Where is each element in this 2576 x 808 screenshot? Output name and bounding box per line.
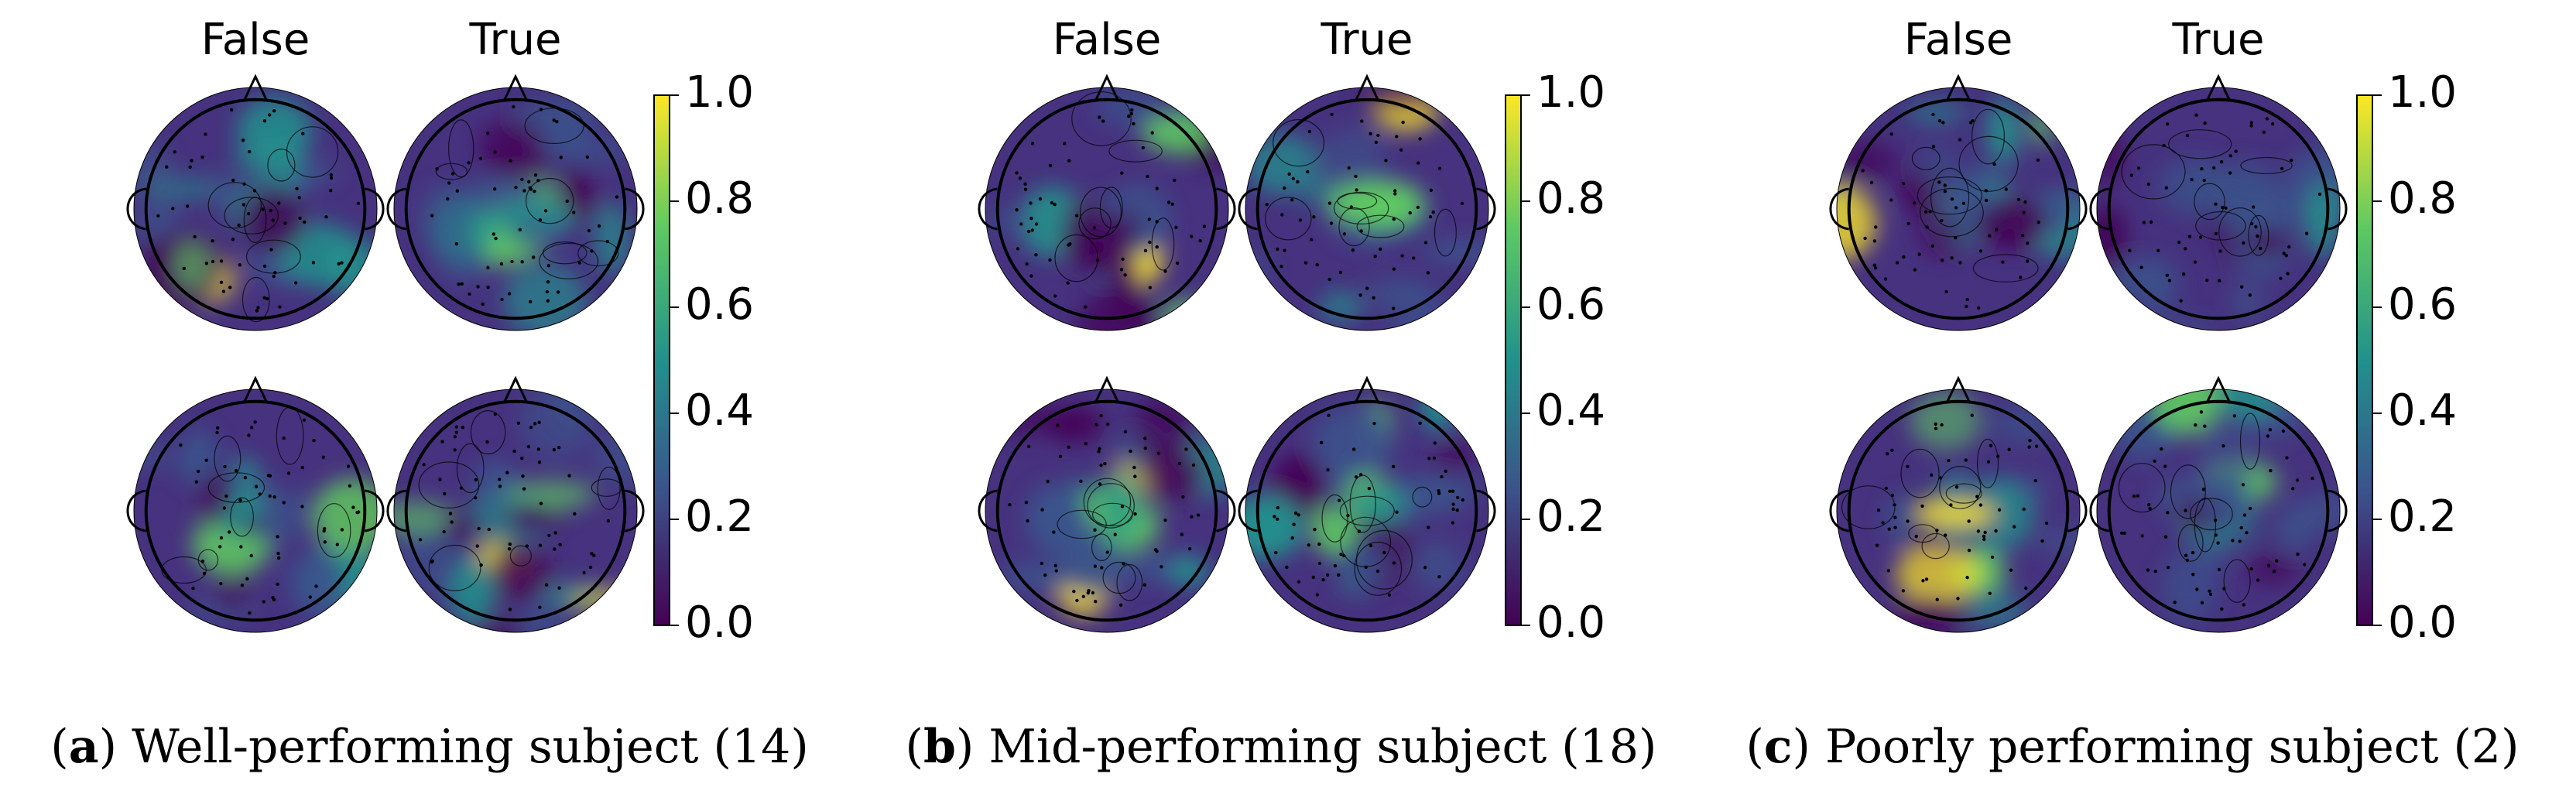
colorbar-tick-label: 0.2 <box>1536 491 1605 542</box>
colorbar-tick-label: 0.4 <box>685 385 754 436</box>
panel-b-figure: False True 0.0 0.2 0.4 0.6 0.8 1.0 <box>978 15 1605 648</box>
topomap-row1-true <box>386 74 645 331</box>
colorbar-tick-label: 0.8 <box>2388 173 2457 224</box>
panel-c-figure: False True 0.0 0.2 0.4 0.6 0.8 1.0 <box>1829 15 2457 648</box>
panel-b: False True 0.0 0.2 0.4 0.6 0.8 1.0 (b) Mid-pe… <box>851 0 1711 808</box>
colorbar-tick-label: 0.6 <box>685 279 754 330</box>
topomap-row1-false <box>126 74 385 331</box>
colorbar-ticks: 0.0 0.2 0.4 0.6 0.8 1.0 <box>1521 67 1605 648</box>
topomap-row1-true <box>2089 74 2348 331</box>
topomap-row2-true <box>2089 375 2348 633</box>
topomap-row1-false <box>1829 74 2088 331</box>
topomap-row1-false <box>978 74 1236 331</box>
colorbar-tick-label: 0.2 <box>2388 491 2457 542</box>
colorbar-tick-label: 0.8 <box>1536 173 1605 224</box>
panel-c: False True 0.0 0.2 0.4 0.6 0.8 1.0 (c) Poorly… <box>1703 0 2562 808</box>
topomap-row2-true <box>386 375 645 633</box>
panel-a-caption: (a) Well-performing subject (14) <box>50 720 809 774</box>
col-title-true: True <box>1321 15 1413 65</box>
topomap-row2-true <box>1238 375 1496 633</box>
colorbar-tick-label: 0.4 <box>2388 385 2457 436</box>
col-title-false: False <box>201 15 310 65</box>
col-title-false: False <box>1904 15 2013 65</box>
topomap-row1-true <box>1238 74 1496 331</box>
colorbar-tick-label: 1.0 <box>2388 67 2457 118</box>
panel-c-caption: (c) Poorly performing subject (2) <box>1745 720 2519 774</box>
colorbar-tick-label: 0.2 <box>685 491 754 542</box>
colorbar-ticks: 0.0 0.2 0.4 0.6 0.8 1.0 <box>670 67 754 648</box>
panel-b-caption: (b) Mid-performing subject (18) <box>905 720 1657 774</box>
colorbar: 0.0 0.2 0.4 0.6 0.8 1.0 <box>2356 67 2457 648</box>
colorbar-tick-label: 0.4 <box>1536 385 1605 436</box>
colorbar-tick-label: 1.0 <box>1536 67 1605 118</box>
panel-a-figure: False True 0.0 0.2 0.4 0.6 0.8 1.0 <box>126 15 754 648</box>
topomap-row2-false <box>1829 375 2088 633</box>
col-title-true: True <box>469 15 562 65</box>
colorbar-tick-label: 0.6 <box>2388 279 2457 330</box>
col-title-false: False <box>1053 15 1162 65</box>
col-title-true: True <box>2172 15 2265 65</box>
colorbar-tick-label: 1.0 <box>685 67 754 118</box>
colorbar-tick-label: 0.6 <box>1536 279 1605 330</box>
topomap-row2-false <box>978 375 1236 633</box>
colorbar-ticks: 0.0 0.2 0.4 0.6 0.8 1.0 <box>2372 67 2457 648</box>
colorbar-tick-label: 0.0 <box>685 597 754 648</box>
colorbar-tick-label: 0.8 <box>685 173 754 224</box>
topomap-row2-false <box>126 375 385 633</box>
panel-a: False True 0.0 0.2 0.4 0.6 0.8 1.0 (a) Well-p… <box>0 0 859 808</box>
colorbar: 0.0 0.2 0.4 0.6 0.8 1.0 <box>1505 67 1605 648</box>
colorbar: 0.0 0.2 0.4 0.6 0.8 1.0 <box>653 67 754 648</box>
colorbar-tick-label: 0.0 <box>1536 597 1605 648</box>
colorbar-tick-label: 0.0 <box>2388 597 2457 648</box>
